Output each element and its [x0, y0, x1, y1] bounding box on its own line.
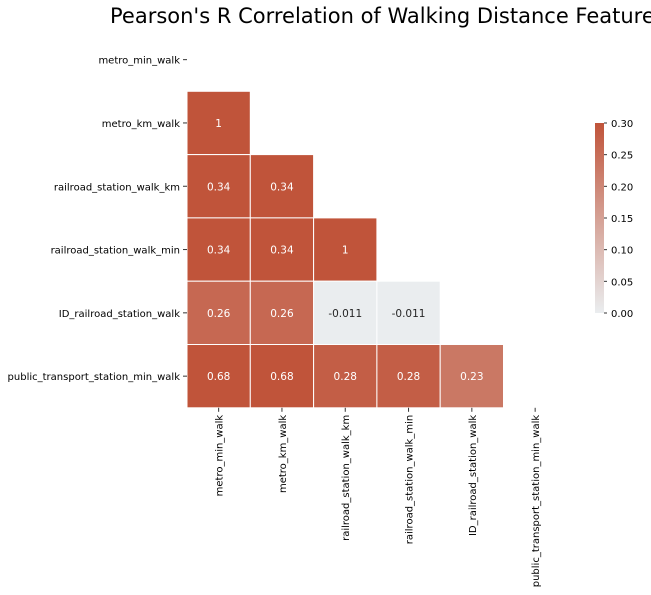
cell-value-label: 0.28	[334, 371, 357, 383]
cell-value-label: 0.28	[397, 371, 420, 383]
colorbar	[595, 123, 604, 313]
heatmap-cell	[249, 280, 315, 346]
x-tick-label: public_transport_station_min_walk	[531, 415, 542, 588]
heatmap-cell	[376, 280, 441, 346]
cell-value-label: 0.23	[460, 371, 483, 383]
colorbar-tick-label: 0.10	[611, 246, 633, 257]
colorbar-tick-label: 0.05	[611, 277, 633, 288]
cell-value-label: 0.26	[207, 308, 231, 320]
heatmap-cell	[313, 280, 378, 346]
chart-title: Pearson's R Correlation of Walking Dista…	[110, 4, 651, 28]
y-tick-label: railroad_station_walk_min	[51, 246, 180, 257]
cell-value-label: 0.34	[270, 181, 294, 193]
colorbar-tick-label: 0.20	[611, 182, 633, 193]
cell-value-label: 0.26	[270, 308, 294, 320]
colorbar-tick-label: 0.30	[611, 119, 633, 130]
cell-value-label: 1	[215, 118, 222, 130]
heatmap-cell	[186, 154, 251, 219]
x-tick-label: railroad_station_walk_min	[405, 415, 416, 544]
cell-value-label: 0.34	[207, 181, 231, 193]
x-tick-label: metro_min_walk	[215, 415, 226, 497]
x-tick-label: railroad_station_walk_km	[341, 415, 352, 541]
colorbar-tick-label: 0.00	[611, 309, 633, 320]
y-tick-label: metro_km_walk	[102, 119, 180, 130]
heatmap-cell	[376, 344, 441, 409]
colorbar-tick-label: 0.15	[611, 214, 633, 225]
cell-value-label: 0.34	[207, 245, 231, 257]
cell-value-label: 0.34	[270, 245, 294, 257]
y-tick-label: ID_railroad_station_walk	[59, 309, 180, 320]
y-tick-label: railroad_station_walk_km	[54, 182, 180, 193]
x-tick-label: metro_km_walk	[278, 415, 289, 493]
y-tick-label: metro_min_walk	[98, 56, 180, 67]
heatmap-cell	[186, 90, 251, 156]
heatmap-cell	[313, 344, 378, 409]
heatmap-cell	[249, 154, 315, 219]
heatmap-cell	[186, 280, 251, 346]
cell-value-label: 0.68	[207, 371, 230, 383]
x-tick-label: ID_railroad_station_walk	[468, 415, 479, 536]
heatmap-cell	[249, 344, 315, 409]
cell-value-label: -0.011	[392, 308, 426, 320]
cell-value-label: 0.68	[270, 371, 293, 383]
colorbar-tick-label: 0.25	[611, 151, 633, 162]
heatmap-cell	[439, 344, 505, 409]
y-tick-label: public_transport_station_min_walk	[8, 372, 181, 383]
cell-value-label: 1	[342, 245, 349, 257]
cell-value-label: -0.011	[328, 308, 362, 320]
